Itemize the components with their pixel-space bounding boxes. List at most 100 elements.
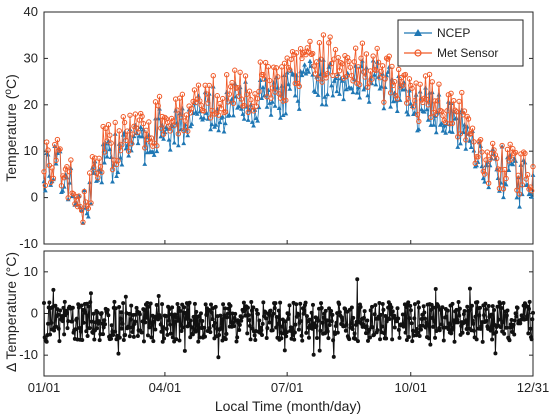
data-point bbox=[41, 168, 47, 175]
xlabel: Local Time (month/day) bbox=[215, 398, 361, 414]
data-point bbox=[61, 305, 66, 310]
data-point bbox=[216, 127, 222, 133]
data-point bbox=[344, 322, 349, 327]
data-point bbox=[469, 125, 476, 131]
data-point bbox=[170, 335, 175, 340]
data-point bbox=[286, 312, 291, 317]
data-point bbox=[416, 300, 421, 305]
data-point bbox=[53, 157, 59, 163]
data-point bbox=[508, 156, 515, 162]
data-point bbox=[264, 316, 269, 321]
data-point bbox=[366, 80, 372, 86]
data-point bbox=[324, 70, 331, 77]
data-point bbox=[480, 175, 486, 181]
data-point bbox=[134, 130, 140, 135]
data-point bbox=[358, 305, 363, 310]
data-point bbox=[323, 102, 329, 107]
data-point bbox=[406, 334, 411, 339]
data-point bbox=[200, 319, 205, 324]
data-point bbox=[408, 308, 413, 313]
data-point bbox=[226, 91, 233, 97]
data-point bbox=[465, 304, 470, 309]
data-point bbox=[107, 132, 113, 138]
data-point bbox=[330, 92, 336, 98]
data-point bbox=[239, 315, 244, 320]
data-point bbox=[189, 121, 195, 126]
data-point bbox=[312, 71, 319, 77]
data-point bbox=[46, 321, 51, 326]
data-point bbox=[339, 78, 345, 83]
data-point bbox=[274, 314, 279, 319]
xtick-label: 12/31 bbox=[517, 380, 550, 395]
data-point bbox=[88, 200, 94, 206]
data-point bbox=[296, 327, 301, 332]
data-point bbox=[159, 113, 165, 120]
data-point bbox=[528, 187, 535, 194]
data-point bbox=[441, 123, 447, 128]
data-point bbox=[81, 188, 88, 195]
data-point bbox=[113, 306, 118, 311]
data-point bbox=[349, 305, 354, 310]
data-point bbox=[524, 314, 529, 319]
data-point bbox=[368, 308, 373, 313]
data-point bbox=[421, 304, 426, 309]
data-point bbox=[439, 121, 445, 126]
series-delta-temperature bbox=[42, 277, 535, 360]
data-point bbox=[60, 314, 65, 319]
data-point bbox=[350, 89, 356, 95]
data-point bbox=[230, 100, 237, 107]
data-point bbox=[268, 95, 274, 101]
data-point bbox=[103, 322, 108, 327]
data-point bbox=[143, 127, 149, 134]
data-point bbox=[208, 330, 213, 335]
data-point bbox=[287, 303, 292, 308]
data-point bbox=[303, 300, 308, 305]
data-point bbox=[457, 313, 462, 318]
data-point bbox=[279, 64, 285, 70]
data-point bbox=[191, 314, 196, 319]
data-point bbox=[145, 333, 150, 338]
data-point bbox=[471, 328, 476, 333]
data-point bbox=[264, 336, 269, 341]
data-point bbox=[381, 105, 387, 111]
data-point bbox=[104, 138, 110, 144]
data-point bbox=[406, 76, 413, 82]
data-point bbox=[459, 107, 465, 113]
bottom-series bbox=[42, 277, 535, 360]
data-point bbox=[171, 122, 178, 129]
data-point bbox=[486, 184, 492, 190]
data-point bbox=[84, 329, 89, 334]
data-point bbox=[182, 348, 187, 353]
data-point bbox=[49, 320, 54, 325]
data-point bbox=[355, 84, 361, 90]
data-point bbox=[418, 97, 425, 103]
data-point bbox=[91, 164, 97, 171]
data-point bbox=[451, 325, 456, 330]
data-point bbox=[210, 317, 215, 322]
data-point bbox=[234, 339, 239, 344]
data-point bbox=[416, 305, 421, 310]
data-point bbox=[72, 201, 78, 207]
data-point bbox=[139, 133, 145, 139]
data-point bbox=[281, 60, 288, 66]
data-point bbox=[144, 315, 149, 320]
data-point bbox=[206, 82, 212, 89]
data-point bbox=[127, 112, 133, 118]
data-point bbox=[302, 62, 308, 67]
data-point bbox=[106, 313, 111, 318]
data-point bbox=[253, 103, 259, 109]
data-point bbox=[417, 81, 423, 87]
data-point bbox=[482, 179, 488, 184]
data-point bbox=[139, 330, 144, 335]
data-point bbox=[296, 106, 302, 111]
data-point bbox=[156, 93, 163, 100]
data-point bbox=[196, 314, 201, 319]
data-point bbox=[190, 98, 196, 105]
data-point bbox=[325, 318, 330, 323]
data-point bbox=[241, 300, 246, 305]
data-point bbox=[297, 45, 304, 52]
data-point bbox=[355, 64, 362, 70]
data-point bbox=[61, 174, 67, 181]
data-point bbox=[431, 305, 436, 310]
data-point bbox=[160, 131, 167, 137]
